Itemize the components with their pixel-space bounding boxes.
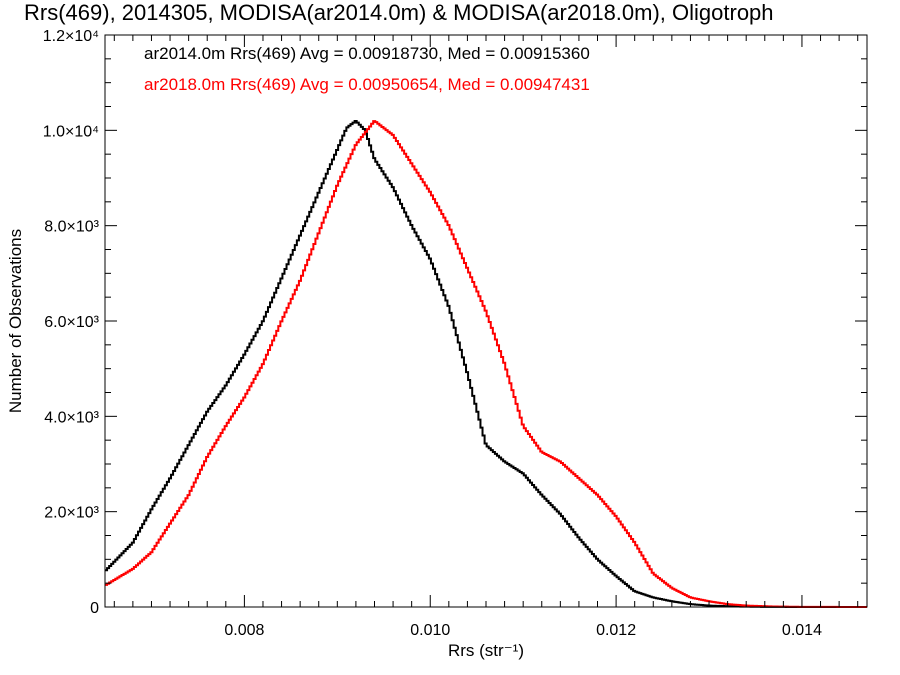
- x-tick-label: 0.012: [596, 622, 636, 639]
- y-tick-label: 1.0×10⁴: [43, 123, 99, 140]
- series-layer: [105, 119, 867, 608]
- x-tick-label: 0.008: [224, 622, 264, 639]
- series-line-ar2018-0m: [105, 120, 867, 608]
- y-tick-label: 8.0×10³: [44, 219, 99, 236]
- y-tick-label: 6.0×10³: [44, 314, 99, 331]
- legend-entry-ar2018: ar2018.0m Rrs(469) Avg = 0.00950654, Med…: [144, 75, 590, 94]
- chart-title: Rrs(469), 2014305, MODISA(ar2014.0m) & M…: [24, 0, 774, 25]
- plot-frame: [104, 34, 868, 608]
- ticks-layer: 0.008 0.010 0.012 0.014 0 2.0×10³ 4.0×10³ 6.0×1…: [43, 28, 867, 639]
- y-tick-label: 0: [90, 600, 99, 617]
- y-tick-label: 2.0×10³: [44, 505, 99, 522]
- series-line-ar2014-0m: [105, 119, 867, 608]
- y-tick-label: 4.0×10³: [44, 409, 99, 426]
- x-axis-label: Rrs (str⁻¹): [448, 641, 524, 660]
- y-tick-label: 1.2×10⁴: [43, 28, 99, 45]
- y-axis-label: Number of Observations: [6, 229, 25, 413]
- x-tick-label: 0.014: [782, 622, 822, 639]
- legend-entry-ar2014: ar2014.0m Rrs(469) Avg = 0.00918730, Med…: [144, 44, 590, 63]
- x-tick-label: 0.010: [410, 622, 450, 639]
